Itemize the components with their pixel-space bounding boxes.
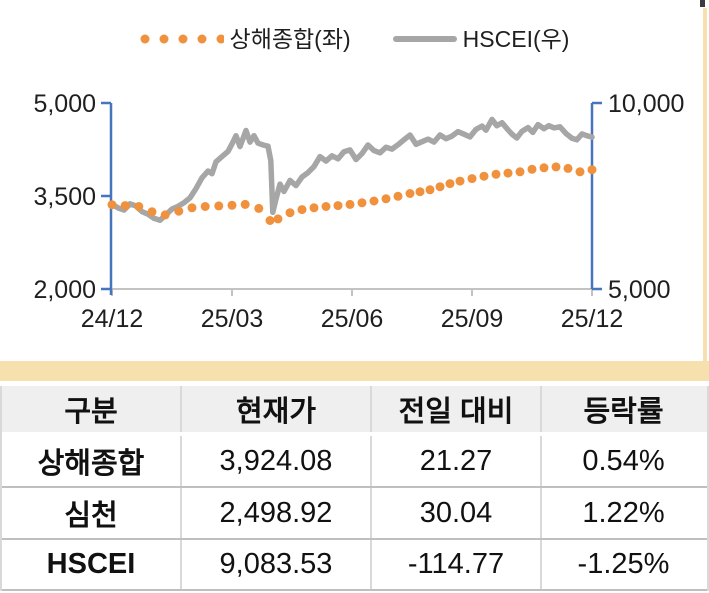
svg-text:25/09: 25/09 [441, 305, 504, 333]
row-category: HSCEI [2, 540, 182, 589]
row-price: 2,498.92 [182, 488, 372, 538]
svg-text:25/03: 25/03 [201, 305, 264, 333]
gray-line-swatch-icon [392, 36, 457, 42]
legend-item-shanghai: 상해종합(좌) [140, 22, 351, 56]
header-gap [2, 432, 707, 436]
svg-text:5,000: 5,000 [608, 276, 671, 304]
svg-text:10,000: 10,000 [608, 90, 684, 118]
table-header-row: 구분 현재가 전일 대비 등락률 [2, 386, 707, 432]
row-change-pct: -1.25% [577, 548, 670, 580]
svg-text:25/12: 25/12 [561, 305, 624, 333]
row-change: 30.04 [372, 488, 542, 538]
row-price: 3,924.08 [182, 436, 372, 486]
svg-text:2,000: 2,000 [33, 276, 96, 304]
svg-text:25/06: 25/06 [321, 305, 384, 333]
row-change: -114.77 [372, 540, 542, 589]
page-edge-line [703, 8, 707, 363]
row-change-pct: 1.22% [582, 496, 665, 529]
row-category: 심천 [2, 488, 182, 538]
header-price: 현재가 [182, 386, 372, 432]
orange-dots-swatch-icon [140, 34, 224, 44]
chart-legend: 상해종합(좌) HSCEI(우) [0, 22, 709, 56]
index-chart: 24/12 25/03 25/06 25/09 25/125,0003,5002,000… [33, 90, 684, 333]
legend-item-hscei: HSCEI(우) [392, 22, 570, 56]
row-price: 9,083.53 [182, 540, 372, 589]
page-corner-mark [700, 0, 705, 7]
header-change: 전일 대비 [372, 386, 542, 432]
divider-band [0, 361, 709, 381]
table-row-shanghai: 상해종합 3,924.08 21.27 0.54% [2, 436, 707, 486]
table-row-hscei: HSCEI 9,083.53 -114.77 -1.25% [2, 538, 707, 591]
row-change: 21.27 [372, 436, 542, 486]
legend-label-hscei: HSCEI(우) [462, 26, 570, 52]
legend-label-shanghai: 상해종합(좌) [229, 26, 351, 52]
row-change-pct: 0.54% [582, 444, 665, 477]
index-table: 구분 현재가 전일 대비 등락률 상해종합 3,924.08 21.27 0.5… [0, 386, 709, 591]
row-category: 상해종합 [2, 436, 182, 486]
svg-text:3,500: 3,500 [33, 183, 96, 211]
svg-text:5,000: 5,000 [33, 90, 96, 118]
header-change-pct: 등락률 [583, 396, 664, 428]
table-row-shenzhen: 심천 2,498.92 30.04 1.22% [2, 486, 707, 538]
header-category: 구분 [2, 386, 182, 432]
svg-text:24/12: 24/12 [81, 305, 144, 333]
